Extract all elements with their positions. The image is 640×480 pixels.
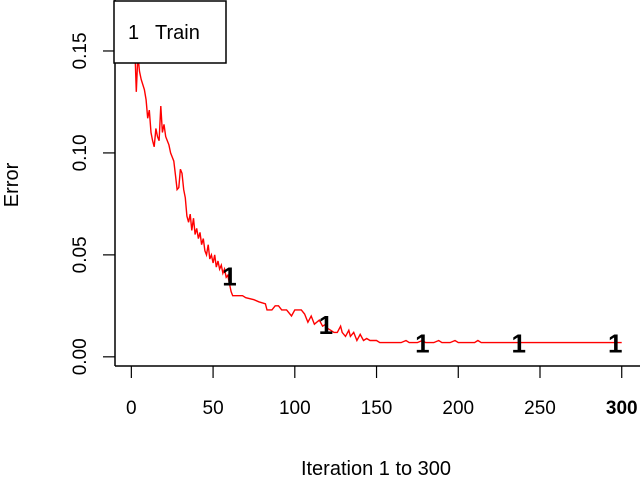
series-marker-4: 1: [608, 329, 622, 359]
series-marker-0: 1: [222, 261, 236, 291]
series-marker-2: 1: [415, 329, 429, 359]
x-tick-label-300: 300: [606, 398, 638, 419]
legend: 1 Train: [113, 0, 227, 64]
x-tick-label-0: 0: [126, 398, 137, 419]
series-markers: 1 1 1 1 1: [222, 261, 622, 358]
x-tick-label-150: 150: [361, 398, 393, 419]
series-line-train: [132, 10, 622, 344]
legend-box: [113, 0, 227, 64]
y-tick-label-3: 0.15: [70, 32, 91, 69]
x-tick-label-50: 50: [203, 398, 224, 419]
legend-symbol: 1: [128, 22, 139, 44]
y-tick-label-1: 0.05: [70, 236, 91, 273]
y-tick-label-0: 0.00: [70, 338, 91, 375]
legend-label: Train: [155, 22, 200, 44]
x-axis-title: Iteration 1 to 300: [301, 458, 451, 480]
x-axis: 0 50 100 150 200 250 300: [126, 366, 638, 419]
x-tick-label-200: 200: [442, 398, 474, 419]
y-tick-label-2: 0.10: [70, 134, 91, 171]
series-marker-3: 1: [512, 329, 526, 359]
series-marker-1: 1: [319, 310, 333, 340]
y-axis: 0.00 0.05 0.10 0.15: [70, 32, 115, 375]
y-axis-title: Error: [1, 162, 23, 207]
x-tick-label-100: 100: [279, 398, 311, 419]
x-tick-label-250: 250: [524, 398, 556, 419]
